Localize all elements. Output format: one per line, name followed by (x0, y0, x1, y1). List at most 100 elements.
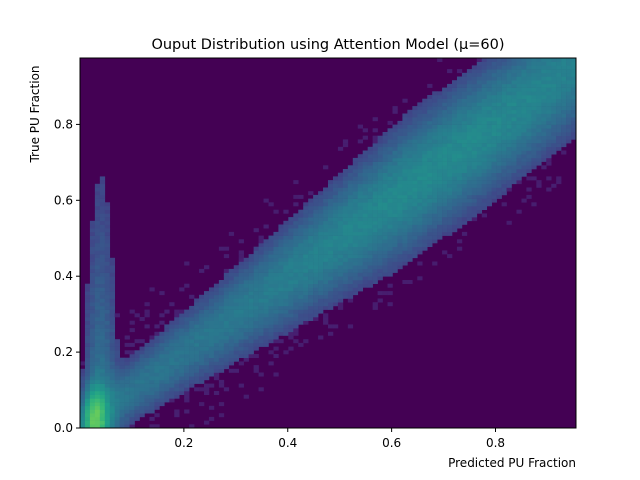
heatmap-cell (407, 213, 413, 218)
heatmap-cell (323, 287, 329, 292)
heatmap-cell (481, 124, 488, 129)
heatmap-cell (293, 324, 299, 329)
heatmap-cell (134, 391, 140, 395)
heatmap-cell (337, 276, 344, 281)
heatmap-cell (253, 291, 259, 296)
heatmap-cell (104, 398, 111, 403)
heatmap-cell (303, 209, 309, 214)
heatmap-cell (84, 283, 91, 288)
heatmap-cell (80, 376, 86, 381)
heatmap-cell (417, 157, 423, 162)
heatmap-cell (382, 272, 388, 277)
heatmap-cell (422, 172, 428, 177)
heatmap-cell (228, 272, 235, 277)
heatmap-cell (332, 254, 339, 259)
heatmap-cell (352, 161, 359, 166)
heatmap-cell (536, 61, 542, 66)
heatmap-cell (89, 405, 96, 410)
heatmap-cell (417, 239, 423, 244)
heatmap-cell (442, 128, 448, 133)
heatmap-cell (179, 342, 185, 347)
heatmap-cell (94, 254, 101, 259)
heatmap-cell (372, 224, 378, 229)
heatmap-cell (501, 180, 507, 185)
heatmap-cell (377, 268, 383, 273)
heatmap-cell (303, 217, 309, 222)
heatmap-cell (323, 198, 329, 203)
heatmap-cell (456, 76, 463, 81)
heatmap-cell (223, 302, 230, 307)
heatmap-cell (248, 283, 254, 288)
heatmap-cell (268, 350, 274, 355)
heatmap-cell (298, 239, 304, 244)
heatmap-cell (293, 220, 299, 225)
heatmap-cell (417, 176, 423, 181)
heatmap-cell (417, 243, 423, 247)
heatmap-cell (303, 220, 309, 225)
heatmap-cell (402, 132, 408, 136)
heatmap-cell (476, 191, 483, 196)
heatmap-cell (452, 180, 458, 185)
heatmap-cell (367, 224, 373, 229)
heatmap-cell (526, 124, 532, 129)
heatmap-cell (531, 120, 537, 125)
heatmap-cell (412, 180, 418, 185)
heatmap-cell (481, 95, 488, 99)
heatmap-cell (511, 143, 517, 148)
heatmap-cell (99, 424, 106, 429)
heatmap-cell (476, 172, 483, 177)
heatmap-cell (551, 61, 557, 66)
heatmap-cell (471, 83, 478, 88)
heatmap-cell (149, 405, 155, 410)
heatmap-cell (362, 206, 368, 210)
heatmap-cell (347, 294, 354, 299)
heatmap-cell (496, 150, 502, 155)
heatmap-cell (496, 124, 502, 129)
heatmap-cell (124, 379, 130, 384)
heatmap-cell (258, 261, 264, 266)
heatmap-cell (308, 272, 314, 277)
heatmap-cell (372, 146, 378, 151)
heatmap-cell (273, 231, 279, 236)
heatmap-cell (506, 132, 512, 136)
heatmap-cell (124, 420, 130, 425)
heatmap-cell (556, 58, 562, 62)
heatmap-cell (387, 154, 393, 159)
heatmap-cell (571, 61, 577, 66)
heatmap-cell (526, 187, 532, 192)
heatmap-cell (283, 320, 289, 325)
heatmap-cell (84, 294, 91, 299)
heatmap-cell (571, 120, 577, 125)
heatmap-cell (273, 324, 279, 329)
heatmap-cell (273, 209, 279, 214)
heatmap-cell (452, 169, 458, 173)
heatmap-cell (109, 357, 116, 362)
heatmap-cell (119, 365, 125, 370)
heatmap-cell (144, 387, 150, 392)
heatmap-cell (417, 109, 423, 114)
heatmap-cell (511, 157, 517, 162)
heatmap-cell (352, 254, 359, 259)
heatmap-cell (99, 283, 106, 288)
heatmap-cell (149, 398, 155, 403)
heatmap-cell (516, 132, 522, 136)
heatmap-cell (417, 113, 423, 118)
heatmap-cell (536, 65, 542, 70)
heatmap-cell (298, 246, 304, 251)
heatmap-cell (352, 157, 359, 162)
heatmap-cell (347, 191, 354, 196)
heatmap-cell (397, 254, 403, 259)
heatmap-cell (357, 239, 364, 244)
heatmap-cell (223, 309, 230, 314)
heatmap-cell (412, 254, 418, 259)
heatmap-cell (452, 172, 458, 177)
heatmap-cell (466, 217, 473, 222)
heatmap-cell (134, 383, 140, 388)
heatmap-cell (114, 420, 120, 425)
heatmap-cell (258, 339, 264, 344)
heatmap-cell (228, 276, 235, 281)
heatmap-cell (184, 409, 190, 414)
heatmap-cell (506, 91, 512, 96)
heatmap-cell (466, 154, 473, 159)
heatmap-cell (362, 209, 368, 214)
